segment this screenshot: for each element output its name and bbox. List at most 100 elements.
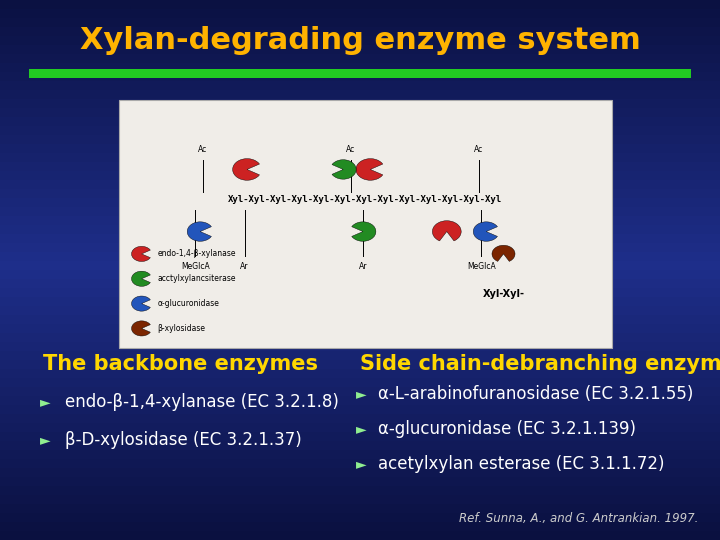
Bar bbox=[0, 18, 720, 27]
Bar bbox=[0, 261, 720, 270]
Bar bbox=[0, 90, 720, 99]
Text: Ac: Ac bbox=[198, 145, 207, 154]
Text: MeGlcA: MeGlcA bbox=[467, 262, 495, 271]
Bar bbox=[0, 72, 720, 81]
Bar bbox=[0, 171, 720, 180]
Bar bbox=[0, 198, 720, 207]
Bar bbox=[0, 234, 720, 243]
Text: Ref. Sunna, A., and G. Antrankian. 1997.: Ref. Sunna, A., and G. Antrankian. 1997. bbox=[459, 512, 698, 525]
Text: acetylxylan esterase (EC 3.1.1.72): acetylxylan esterase (EC 3.1.1.72) bbox=[378, 455, 665, 474]
Wedge shape bbox=[132, 321, 150, 336]
Bar bbox=[0, 378, 720, 387]
Wedge shape bbox=[132, 246, 150, 261]
Bar bbox=[0, 126, 720, 135]
Text: ►: ► bbox=[356, 387, 367, 401]
Bar bbox=[0, 216, 720, 225]
Bar bbox=[0, 450, 720, 459]
Wedge shape bbox=[132, 271, 150, 286]
Text: ►: ► bbox=[40, 395, 50, 409]
Bar bbox=[0, 513, 720, 522]
Text: β-xylosidase: β-xylosidase bbox=[158, 324, 205, 333]
Bar bbox=[0, 342, 720, 351]
Text: Side chain-debranching enzymes: Side chain-debranching enzymes bbox=[360, 354, 720, 375]
Bar bbox=[0, 270, 720, 279]
Bar bbox=[0, 36, 720, 45]
Text: Xyl-Xyl-Xyl-Xyl-Xyl-Xyl-Xyl-Xyl-Xyl-Xyl-Xyl-Xyl-Xyl: Xyl-Xyl-Xyl-Xyl-Xyl-Xyl-Xyl-Xyl-Xyl-Xyl-… bbox=[228, 195, 503, 204]
Bar bbox=[0, 486, 720, 495]
Bar bbox=[0, 315, 720, 324]
Wedge shape bbox=[473, 222, 498, 241]
Text: MeGlcA: MeGlcA bbox=[181, 262, 210, 271]
Bar bbox=[0, 99, 720, 108]
Bar bbox=[0, 144, 720, 153]
Bar bbox=[0, 495, 720, 504]
Text: Ar: Ar bbox=[359, 262, 367, 271]
Bar bbox=[0, 405, 720, 414]
Text: Xyl-Xyl-: Xyl-Xyl- bbox=[482, 289, 524, 299]
Text: endo-1,4-β-xylanase: endo-1,4-β-xylanase bbox=[158, 249, 236, 259]
Text: Ar: Ar bbox=[240, 262, 249, 271]
Bar bbox=[0, 243, 720, 252]
Bar bbox=[0, 522, 720, 531]
Text: ►: ► bbox=[356, 422, 367, 436]
Bar bbox=[0, 423, 720, 432]
Bar bbox=[0, 441, 720, 450]
Text: α-glucuronidase: α-glucuronidase bbox=[158, 299, 220, 308]
Wedge shape bbox=[492, 245, 515, 261]
Text: α-L-arabinofuranosidase (EC 3.2.1.55): α-L-arabinofuranosidase (EC 3.2.1.55) bbox=[378, 385, 693, 403]
Bar bbox=[0, 252, 720, 261]
Bar bbox=[0, 288, 720, 297]
Bar bbox=[0, 531, 720, 540]
Wedge shape bbox=[187, 222, 212, 241]
Bar bbox=[0, 162, 720, 171]
Bar bbox=[0, 27, 720, 36]
Bar bbox=[0, 117, 720, 126]
Bar bbox=[0, 324, 720, 333]
Wedge shape bbox=[233, 159, 259, 180]
Bar bbox=[0, 45, 720, 54]
Bar bbox=[0, 468, 720, 477]
Bar bbox=[0, 207, 720, 216]
Bar bbox=[0, 135, 720, 144]
Text: Ac: Ac bbox=[474, 145, 483, 154]
Bar bbox=[0, 306, 720, 315]
Wedge shape bbox=[351, 222, 376, 241]
Text: ►: ► bbox=[40, 433, 50, 447]
Bar bbox=[29, 69, 691, 78]
Wedge shape bbox=[433, 221, 462, 241]
Bar bbox=[0, 459, 720, 468]
Bar bbox=[0, 54, 720, 63]
Bar bbox=[0, 189, 720, 198]
Bar bbox=[0, 108, 720, 117]
Bar bbox=[0, 360, 720, 369]
Text: Ac: Ac bbox=[346, 145, 355, 154]
Bar bbox=[0, 333, 720, 342]
Bar bbox=[0, 63, 720, 72]
Text: The backbone enzymes: The backbone enzymes bbox=[43, 354, 318, 375]
Bar bbox=[0, 414, 720, 423]
Bar bbox=[0, 0, 720, 9]
Text: β-D-xylosidase (EC 3.2.1.37): β-D-xylosidase (EC 3.2.1.37) bbox=[65, 431, 302, 449]
Bar bbox=[0, 180, 720, 189]
Bar bbox=[0, 369, 720, 378]
Bar bbox=[119, 100, 612, 348]
Wedge shape bbox=[332, 160, 356, 179]
Wedge shape bbox=[356, 159, 383, 180]
Bar bbox=[0, 387, 720, 396]
Bar bbox=[0, 9, 720, 18]
Wedge shape bbox=[132, 296, 150, 311]
Text: acctylxylancsiterase: acctylxylancsiterase bbox=[158, 274, 236, 284]
Text: endo-β-1,4-xylanase (EC 3.2.1.8): endo-β-1,4-xylanase (EC 3.2.1.8) bbox=[65, 393, 338, 411]
Bar bbox=[0, 153, 720, 162]
Bar bbox=[0, 225, 720, 234]
Bar bbox=[0, 351, 720, 360]
Bar bbox=[0, 279, 720, 288]
Text: Xylan-degrading enzyme system: Xylan-degrading enzyme system bbox=[80, 26, 640, 55]
Bar bbox=[0, 297, 720, 306]
Text: ►: ► bbox=[356, 457, 367, 471]
Bar bbox=[0, 81, 720, 90]
Text: α-glucuronidase (EC 3.2.1.139): α-glucuronidase (EC 3.2.1.139) bbox=[378, 420, 636, 438]
Bar bbox=[0, 504, 720, 513]
Bar bbox=[0, 477, 720, 486]
Bar bbox=[0, 396, 720, 405]
